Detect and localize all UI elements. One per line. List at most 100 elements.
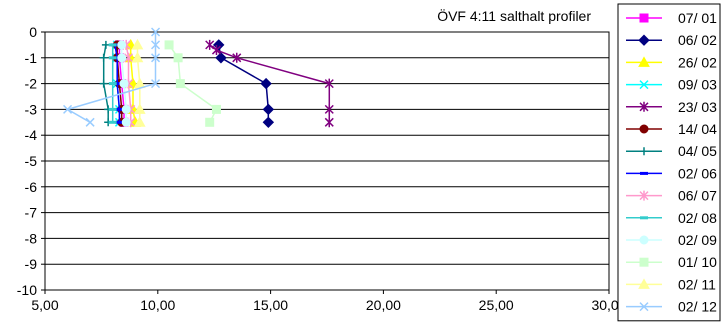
legend-label: 02/ 12 <box>678 299 717 315</box>
series-1 <box>213 39 275 129</box>
axes: 0 -1 -2 -3 -4 -5 -6 -7 -8 -9 -105,00 10,00 15,00 20,0… <box>17 24 627 313</box>
data-point <box>133 103 146 114</box>
legend-item: 02/ 06 <box>626 165 717 181</box>
data-point <box>123 52 134 63</box>
legend-item: 06/ 07 <box>626 188 717 204</box>
y-tick-label: -1 <box>25 50 38 66</box>
data-point <box>639 80 649 90</box>
y-tick-label: -10 <box>17 282 37 298</box>
x-tick-label: 20,00 <box>366 297 401 313</box>
legend-label: 02/ 08 <box>678 210 717 226</box>
x-tick-label: 10,00 <box>140 297 175 313</box>
legend-label: 02/ 09 <box>678 232 717 248</box>
legend-label: 01/ 10 <box>678 254 717 270</box>
y-tick-label: -2 <box>25 76 38 92</box>
data-point <box>640 216 648 220</box>
data-point <box>108 82 117 86</box>
data-point <box>115 120 124 124</box>
data-point <box>117 40 127 50</box>
data-point <box>324 117 334 128</box>
data-point <box>99 53 108 62</box>
data-point <box>164 40 174 50</box>
y-tick-label: -8 <box>25 230 38 246</box>
series-11 <box>164 40 221 127</box>
data-point <box>215 52 227 64</box>
data-point <box>232 52 242 63</box>
data-point <box>99 79 108 88</box>
legend-item: 02/ 12 <box>626 299 717 315</box>
data-point <box>205 117 215 127</box>
data-point <box>131 51 144 63</box>
data-point <box>639 235 649 245</box>
legend-item: 14/ 04 <box>626 121 717 137</box>
data-point <box>260 77 272 90</box>
data-point <box>121 104 131 114</box>
plot-area-series <box>63 27 334 129</box>
legend-label: 07/ 01 <box>678 10 717 26</box>
legend-label: 06/ 02 <box>678 32 717 48</box>
data-point <box>639 257 649 267</box>
legend-box <box>617 3 721 322</box>
data-point <box>638 56 650 67</box>
data-point <box>115 107 124 111</box>
data-point <box>151 40 161 50</box>
data-point <box>640 147 648 156</box>
series-12 <box>131 38 146 127</box>
legend-item: 01/ 10 <box>626 254 717 270</box>
series-10 <box>117 40 131 127</box>
x-tick-label: 15,00 <box>253 297 288 313</box>
data-point <box>638 278 650 289</box>
data-point <box>640 171 648 175</box>
legend-item: 04/ 05 <box>626 143 717 159</box>
data-point <box>151 53 161 63</box>
chart-title: ÖVF 4:11 salthalt profiler <box>437 7 591 24</box>
data-point <box>117 53 127 63</box>
legend-item: 06/ 02 <box>626 32 717 48</box>
legend-item: 26/ 02 <box>626 54 717 70</box>
legend-item: 09/ 03 <box>626 77 717 93</box>
legend-item: 02/ 11 <box>626 276 716 292</box>
data-point <box>113 56 122 60</box>
legend-label: 23/ 03 <box>678 99 717 115</box>
y-tick-label: 0 <box>29 24 37 40</box>
data-point <box>151 27 161 37</box>
series-line <box>65 32 157 123</box>
data-point <box>324 104 334 115</box>
data-point <box>324 78 334 89</box>
data-point <box>63 104 73 114</box>
data-point <box>108 120 117 124</box>
data-point <box>131 38 144 50</box>
series-13 <box>63 27 161 127</box>
data-point <box>175 79 185 89</box>
data-point <box>173 53 183 63</box>
data-point <box>262 116 275 129</box>
x-tick-label: 5,00 <box>31 297 58 313</box>
data-point <box>211 45 221 56</box>
data-point <box>205 39 215 50</box>
data-point <box>638 34 650 46</box>
data-point <box>133 116 146 127</box>
y-tick-label: -6 <box>25 179 38 195</box>
data-point <box>121 117 131 127</box>
y-tick-label: -7 <box>25 205 38 221</box>
data-point <box>119 79 129 89</box>
data-point <box>151 79 161 89</box>
data-point <box>639 101 649 112</box>
y-tick-label: -9 <box>25 256 38 272</box>
data-point <box>639 13 649 23</box>
y-tick-label: -4 <box>25 127 38 143</box>
legend-label: 04/ 05 <box>678 143 717 159</box>
data-point <box>85 117 95 127</box>
legend-item: 23/ 03 <box>626 99 717 115</box>
plot-area-border <box>44 31 610 291</box>
legend-label: 26/ 02 <box>678 54 717 70</box>
data-point <box>639 190 649 201</box>
data-point <box>108 43 117 47</box>
legend-item: 02/ 08 <box>626 210 717 226</box>
data-point <box>101 40 110 49</box>
legend-label: 06/ 07 <box>678 188 717 204</box>
y-tick-label: -3 <box>25 101 38 117</box>
data-point <box>108 107 117 111</box>
legend-label: 02/ 11 <box>678 276 716 292</box>
